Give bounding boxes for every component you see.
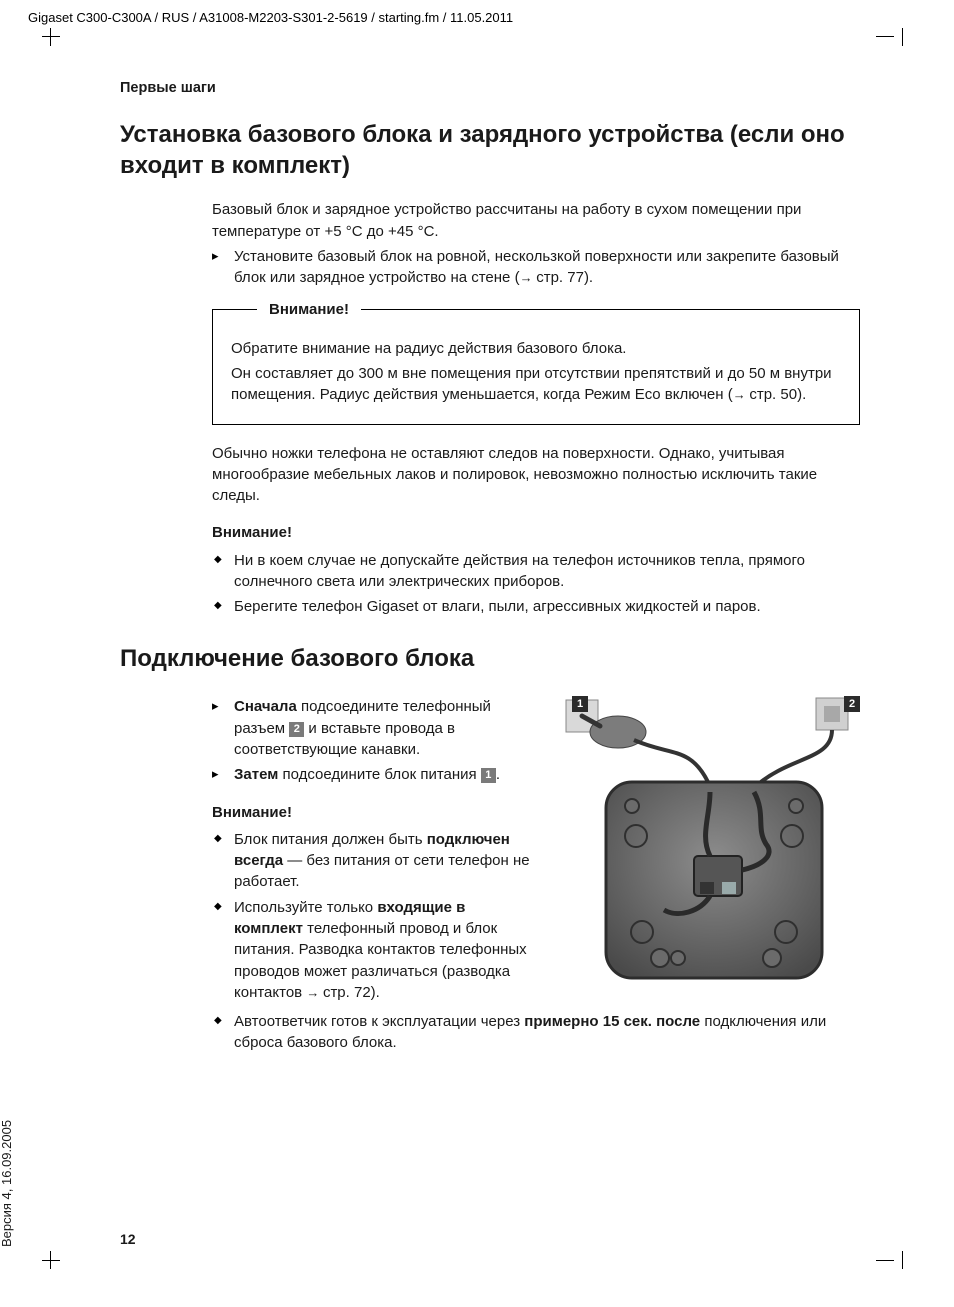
warning-list-continued: Автоответчик готов к эксплуатации через … [212,1011,860,1054]
crop-mark [42,1243,60,1261]
callout-title: Внимание! [257,299,361,320]
connection-steps: Сначала подсоедините телефонный разъем 2… [212,696,532,785]
text: ). [797,386,806,403]
ref-arrow-icon: → [733,387,750,402]
text: Автоответчик готов к эксплуатации через [234,1013,524,1030]
callout-number-icon: 2 [289,722,304,737]
callout-line: Он составляет до 300 м вне помещения при… [231,363,841,406]
text: Блок питания должен быть [234,831,427,848]
lead-word: Сначала [234,698,297,715]
page-number: 12 [120,1231,136,1247]
list-item: Сначала подсоедините телефонный разъем 2… [212,696,532,760]
callout-line: Обратите внимание на радиус действия баз… [231,338,841,359]
page-ref: стр. 50 [749,386,797,403]
list-item: Автоответчик готов к эксплуатации через … [212,1011,860,1054]
warning-heading: Внимание! [212,802,532,823]
page-ref: стр. 77 [536,269,584,286]
intro-paragraph: Базовый блок и зарядное устройство рассч… [212,199,860,242]
ref-arrow-icon: → [306,985,323,1000]
bold-text: примерно 15 сек. после [524,1013,700,1030]
list-item: Берегите телефон Gigaset от влаги, пыли,… [212,596,860,617]
crop-mark [42,36,60,54]
ref-arrow-icon: → [520,270,537,285]
warning-list: Ни в коем случае не допускайте действия … [212,550,860,618]
list-item: Затем подсоедините блок питания 1. [212,764,532,785]
page-ref: стр. 72 [323,984,371,1001]
attention-callout: Внимание! Обратите внимание на радиус де… [212,309,860,425]
version-label: Версия 4, 16.09.2005 [0,1120,14,1247]
diagram-label: 1 [572,696,588,712]
section-heading: Подключение базового блока [120,644,860,675]
diagram-label: 2 [844,696,860,712]
warning-list: Блок питания должен быть подключен всегд… [212,829,532,1003]
doc-header: Gigaset C300-C300A / RUS / A31008-M2203-… [28,10,513,25]
lead-word: Затем [234,766,278,783]
text: Используйте только [234,899,377,916]
warning-heading: Внимание! [212,522,860,543]
text: ). [371,984,380,1001]
text: подсоедините блок питания [278,766,481,783]
crop-mark [876,1243,894,1261]
diagram-svg [560,696,860,996]
section-breadcrumb: Первые шаги [120,80,860,96]
crop-mark [876,36,894,54]
list-item: Блок питания должен быть подключен всегд… [212,829,532,893]
list-item: Установите базовый блок на ровной, неско… [212,246,860,289]
paragraph: Обычно ножки телефона не оставляют следо… [212,443,860,507]
connection-diagram: 1 2 [560,696,860,996]
list-item: Ни в коем случае не допускайте действия … [212,550,860,593]
step-list: Установите базовый блок на ровной, неско… [212,246,860,289]
text: ). [584,269,593,286]
page-title: Установка базового блока и зарядного уст… [120,120,860,181]
list-item: Используйте только входящие в комплект т… [212,897,532,1003]
text: . [496,766,500,783]
callout-number-icon: 1 [481,768,496,783]
